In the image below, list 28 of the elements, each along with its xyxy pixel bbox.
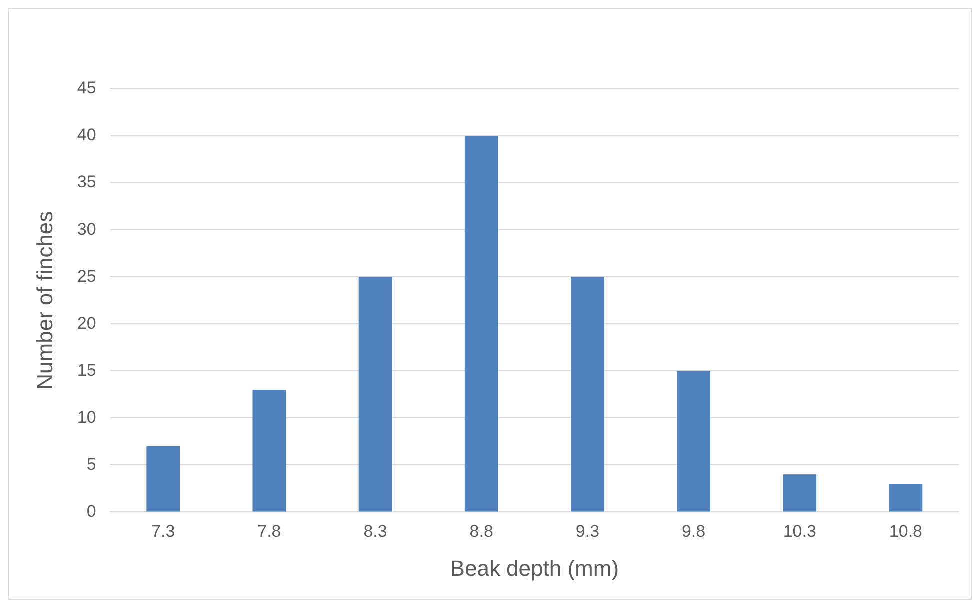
x-tick-label: 9.8 bbox=[682, 522, 706, 542]
bar bbox=[783, 474, 817, 512]
y-tick-label: 5 bbox=[86, 454, 96, 474]
y-tick-label: 0 bbox=[86, 502, 96, 521]
x-axis-title: Beak depth (mm) bbox=[450, 556, 620, 581]
bar bbox=[464, 136, 498, 512]
x-tick-label: 7.8 bbox=[258, 522, 282, 542]
y-tick-label: 10 bbox=[77, 408, 96, 427]
y-axis-title: Number of finches bbox=[32, 211, 58, 390]
bar bbox=[889, 484, 923, 512]
bar bbox=[677, 371, 710, 512]
bar bbox=[358, 277, 392, 512]
y-tick-label: 30 bbox=[77, 220, 96, 239]
x-tick-label: 10.3 bbox=[783, 522, 816, 542]
y-tick-label: 40 bbox=[77, 126, 96, 145]
y-tick-label: 45 bbox=[77, 78, 96, 98]
x-tick-label: 8.8 bbox=[470, 522, 494, 542]
bar bbox=[252, 390, 286, 512]
bar bbox=[571, 277, 604, 512]
x-tick-label: 8.3 bbox=[364, 522, 388, 542]
x-tick-label: 7.3 bbox=[152, 522, 176, 542]
y-tick-label: 15 bbox=[77, 360, 96, 380]
x-tick-label: 9.3 bbox=[576, 522, 600, 542]
x-tick-label: 10.8 bbox=[889, 522, 923, 542]
bar bbox=[146, 446, 180, 512]
y-tick-label: 25 bbox=[77, 266, 96, 286]
y-tick-label: 35 bbox=[77, 172, 96, 192]
y-tick-label: 20 bbox=[77, 314, 96, 333]
